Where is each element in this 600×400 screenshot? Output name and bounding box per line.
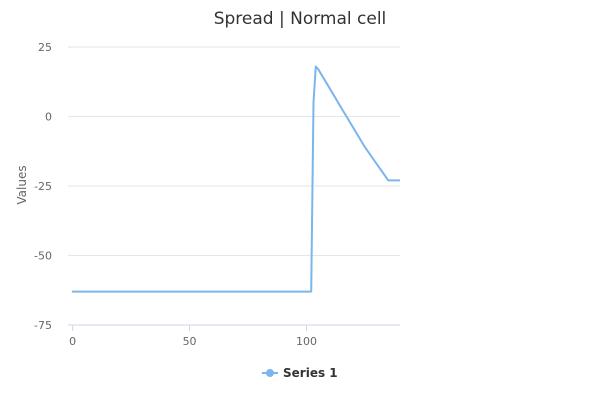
y-tick-label: -50 <box>34 250 52 263</box>
x-tick-label: 50 <box>183 335 197 348</box>
y-tick-label: -25 <box>34 180 52 193</box>
legend[interactable]: Series 1 <box>262 366 338 380</box>
y-axis-ticks: 25 0 -25 -50 -75 <box>34 41 52 332</box>
y-tick-label: 0 <box>45 111 52 124</box>
chart-title: Spread | Normal cell <box>214 9 387 29</box>
gridlines <box>68 46 400 256</box>
y-tick-label: 25 <box>38 41 52 54</box>
x-axis <box>68 324 400 331</box>
legend-marker-icon <box>266 369 274 377</box>
series-layer <box>71 65 400 293</box>
x-tick-label: 100 <box>296 335 317 348</box>
x-axis-ticks: 0 50 100 <box>69 335 317 348</box>
y-axis-title: Values <box>15 165 29 204</box>
series-line-1[interactable] <box>71 65 400 293</box>
y-tick-label: -75 <box>34 319 52 332</box>
x-tick-label: 0 <box>69 335 76 348</box>
legend-item-series-1[interactable]: Series 1 <box>283 366 338 380</box>
